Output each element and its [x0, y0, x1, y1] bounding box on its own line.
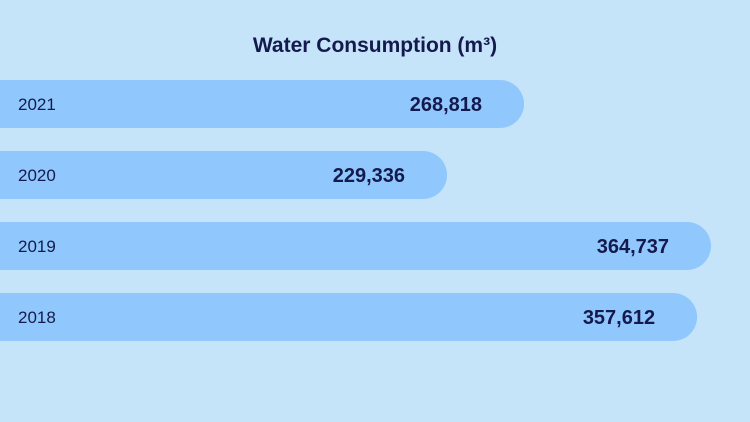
category-label-2020: 2020 [18, 166, 56, 185]
category-label-2019: 2019 [18, 237, 56, 256]
value-label-2019: 364,737 [597, 236, 669, 258]
bar-2018 [0, 293, 698, 341]
bars-group: 2021 268,818 2020 229,336 2019 364,737 2018 357… [0, 80, 711, 341]
category-label-2021: 2021 [18, 95, 56, 114]
category-label-2018: 2018 [18, 308, 56, 327]
value-label-2021: 268,818 [410, 94, 482, 116]
value-label-2020: 229,336 [333, 165, 405, 187]
bar-2020 [0, 151, 448, 199]
chart-title: Water Consumption (m³) [253, 34, 497, 57]
bar-2019 [0, 222, 711, 270]
bar-2021 [0, 80, 525, 128]
value-label-2018: 357,612 [583, 307, 655, 329]
